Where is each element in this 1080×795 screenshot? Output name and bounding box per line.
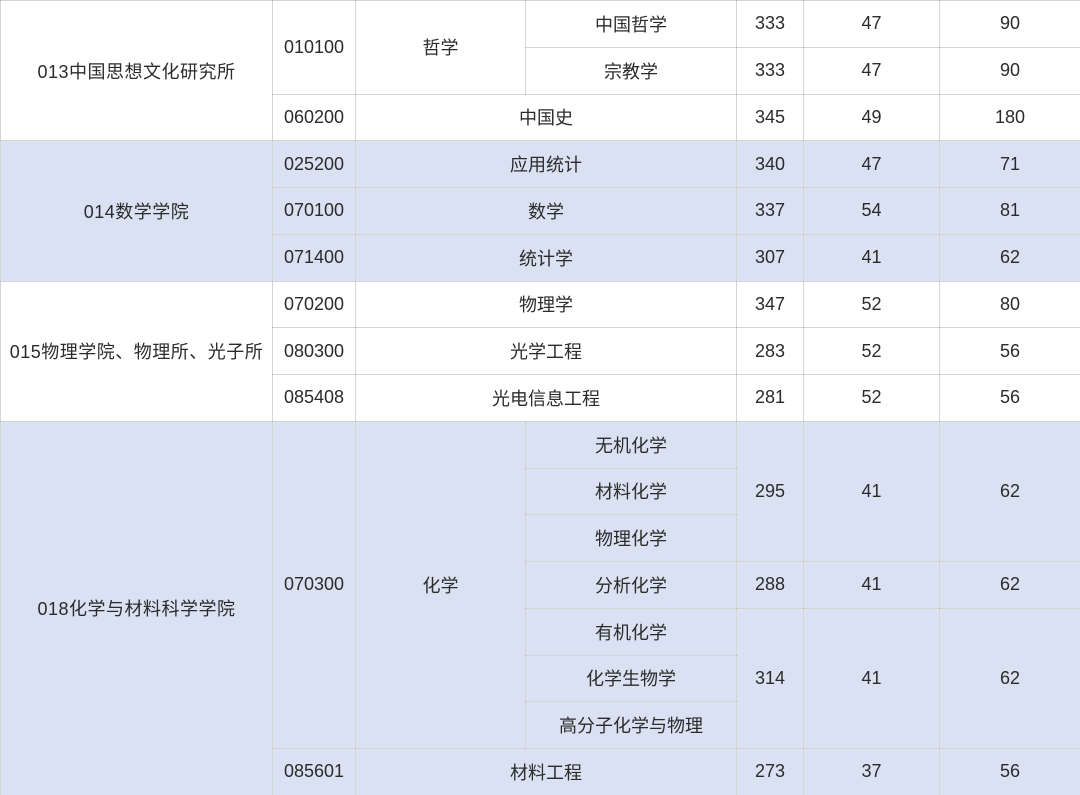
table-row: 014数学学院 025200 应用统计 340 47 71 xyxy=(0,140,1080,282)
cell-submajor: 宗教学 xyxy=(525,46,737,95)
cell-code: 071400 xyxy=(272,233,356,282)
cell-code: 085601 xyxy=(272,748,356,795)
cell-submajor: 无机化学 xyxy=(525,420,737,469)
table-row: 015物理学院、物理所、光子所 070200 物理学 347 52 80 xyxy=(0,280,1080,422)
cell-score3: 62 xyxy=(939,420,1080,563)
cell-submajor: 中国哲学 xyxy=(525,0,737,48)
cell-score1: 333 xyxy=(736,46,804,95)
cell-score1: 347 xyxy=(736,280,804,329)
cell-score3: 90 xyxy=(939,46,1080,95)
table-row: 060200 中国史 345 49 180 xyxy=(1,93,1080,142)
cell-score3: 62 xyxy=(939,233,1080,282)
cell-score3: 71 xyxy=(939,140,1080,188)
cell-submajor: 物理化学 xyxy=(525,514,737,562)
cell-score1: 283 xyxy=(736,327,804,375)
cell-submajor: 高分子化学与物理 xyxy=(525,701,737,749)
cell-major: 光电信息工程 xyxy=(355,374,737,422)
table-row: 013中国思想文化研究所 010100 哲学 中国哲学 333 47 90 xyxy=(0,0,1080,142)
table-row: 085408 光电信息工程 281 52 56 xyxy=(1,374,1080,422)
cell-score2: 41 xyxy=(803,233,940,282)
cell-score3: 180 xyxy=(939,93,1080,142)
cell-score3: 62 xyxy=(939,561,1080,609)
cell-submajor: 化学生物学 xyxy=(525,654,737,703)
cell-score1: 340 xyxy=(736,140,804,188)
cell-major: 光学工程 xyxy=(355,327,737,375)
cell-score1: 273 xyxy=(736,748,804,795)
cell-score3: 62 xyxy=(939,607,1080,750)
cell-major: 化学 xyxy=(355,420,526,750)
cell-major: 中国史 xyxy=(355,93,737,142)
cell-score2: 52 xyxy=(803,327,940,375)
cell-major: 哲学 xyxy=(355,0,526,95)
cell-score2: 37 xyxy=(803,748,940,795)
cell-score1: 345 xyxy=(736,93,804,142)
table-row: 有机化学 314 41 62 xyxy=(1,607,1080,750)
cell-score2: 47 xyxy=(803,0,940,48)
cell-score1: 333 xyxy=(736,0,804,48)
table-row: 分析化学 288 41 62 xyxy=(1,561,1080,609)
cell-code: 070100 xyxy=(272,187,356,235)
cell-score3: 56 xyxy=(939,374,1080,422)
cell-department: 015物理学院、物理所、光子所 xyxy=(0,280,273,422)
table-row: 高分子化学与物理 xyxy=(1,701,1080,749)
cell-major: 应用统计 xyxy=(355,140,737,188)
table-row: 070100 数学 337 54 81 xyxy=(1,187,1080,235)
cell-score2: 52 xyxy=(803,374,940,422)
table-row: 080300 光学工程 283 52 56 xyxy=(1,327,1080,375)
cell-code: 070200 xyxy=(272,280,356,329)
table-row: 071400 统计学 307 41 62 xyxy=(1,233,1080,282)
cell-major: 物理学 xyxy=(355,280,737,329)
cell-department: 014数学学院 xyxy=(0,140,273,282)
cell-score1: 295 xyxy=(736,420,804,563)
cell-score1: 307 xyxy=(736,233,804,282)
table-row: 材料化学 xyxy=(1,467,1080,516)
cell-score3: 90 xyxy=(939,0,1080,48)
cell-score3: 80 xyxy=(939,280,1080,329)
cell-submajor: 分析化学 xyxy=(525,561,737,609)
cell-score3: 81 xyxy=(939,187,1080,235)
cell-score2: 54 xyxy=(803,187,940,235)
cell-score2: 47 xyxy=(803,46,940,95)
cell-score3: 56 xyxy=(939,327,1080,375)
cell-code: 080300 xyxy=(272,327,356,375)
cell-code: 085408 xyxy=(272,374,356,422)
cell-score2: 52 xyxy=(803,280,940,329)
cell-score2: 47 xyxy=(803,140,940,188)
cell-submajor: 有机化学 xyxy=(525,607,737,656)
cell-major: 统计学 xyxy=(355,233,737,282)
table-row: 物理化学 xyxy=(1,514,1080,562)
cell-department: 013中国思想文化研究所 xyxy=(0,0,273,142)
cell-score1: 337 xyxy=(736,187,804,235)
cell-score2: 41 xyxy=(803,561,940,609)
table-row: 宗教学 333 47 90 xyxy=(1,46,1080,95)
cell-score1: 314 xyxy=(736,607,804,750)
cell-code: 060200 xyxy=(272,93,356,142)
cell-score2: 49 xyxy=(803,93,940,142)
table-row: 018化学与材料科学学院 070300 化学 无机化学 295 41 62 xyxy=(0,420,1080,795)
cell-score1: 288 xyxy=(736,561,804,609)
cell-major: 数学 xyxy=(355,187,737,235)
cell-score2: 41 xyxy=(803,607,940,750)
cell-submajor: 材料化学 xyxy=(525,467,737,516)
cell-code: 070300 xyxy=(272,420,356,750)
cell-code: 025200 xyxy=(272,140,356,188)
cell-score1: 281 xyxy=(736,374,804,422)
cell-major: 材料工程 xyxy=(355,748,737,795)
cell-score3: 56 xyxy=(939,748,1080,795)
cell-code: 010100 xyxy=(272,0,356,95)
cell-department: 018化学与材料科学学院 xyxy=(0,420,273,795)
cell-score2: 41 xyxy=(803,420,940,563)
